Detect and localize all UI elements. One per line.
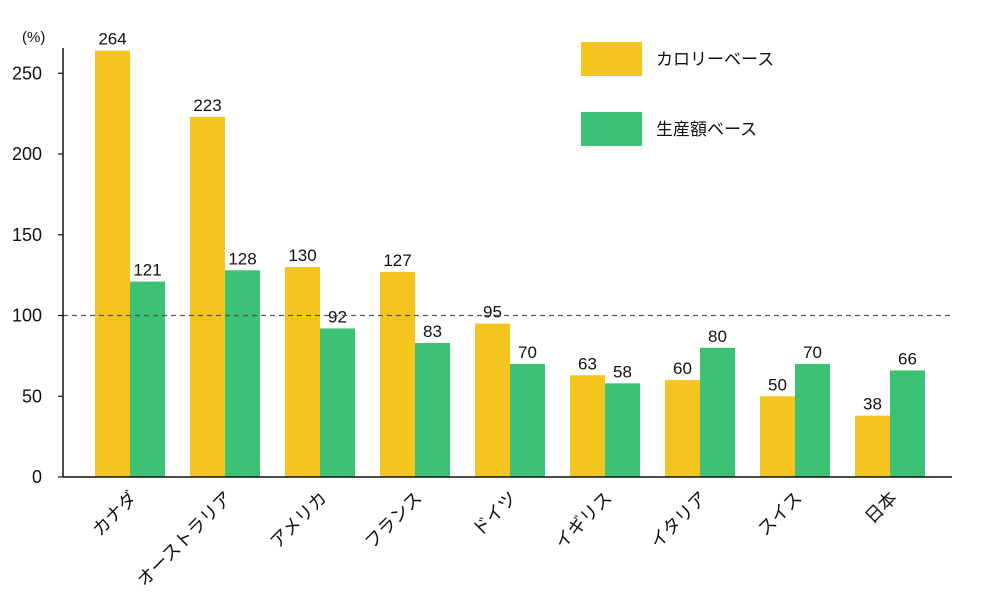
- y-tick-label-0: 0: [32, 467, 42, 487]
- value-label-production-3: 83: [423, 322, 442, 341]
- value-label-calorie-8: 38: [863, 395, 882, 414]
- bar-production-4: [510, 363, 545, 477]
- bar-production-2: [320, 328, 355, 477]
- bar-calorie-2: [285, 267, 320, 477]
- legend-label-calorie: カロリーベース: [656, 50, 774, 70]
- value-label-calorie-4: 95: [483, 303, 502, 322]
- value-label-calorie-7: 50: [768, 375, 787, 394]
- bar-calorie-4: [475, 323, 510, 477]
- value-label-calorie-2: 130: [288, 246, 316, 265]
- value-label-production-6: 80: [708, 327, 727, 346]
- category-label-6: イタリア: [646, 488, 711, 553]
- value-label-production-2: 92: [328, 307, 347, 326]
- bar-production-8: [890, 370, 925, 477]
- bar-calorie-1: [190, 116, 225, 477]
- bar-calorie-5: [570, 375, 605, 477]
- value-labels-layer: 264 121 223 128 130 92 127 83 95 70 63 58 60 80 50 70 38…: [98, 30, 917, 414]
- category-label-2: アメリカ: [266, 488, 331, 553]
- legend-swatch-calorie: [581, 42, 642, 76]
- y-tick-label-50: 50: [22, 386, 42, 406]
- category-label-3: フランス: [361, 488, 427, 554]
- bar-calorie-8: [855, 415, 890, 477]
- legend-label-production: 生産額ベース: [656, 120, 757, 140]
- value-label-production-4: 70: [518, 343, 537, 362]
- bar-calorie-3: [380, 271, 415, 477]
- value-label-production-5: 58: [613, 362, 632, 381]
- value-label-production-8: 66: [898, 349, 917, 368]
- bar-production-5: [605, 383, 640, 477]
- category-label-5: イギリス: [551, 488, 617, 554]
- y-tick-label-150: 150: [12, 225, 42, 245]
- bar-calorie-6: [665, 380, 700, 477]
- bar-calorie-0: [95, 50, 130, 477]
- bar-calorie-7: [760, 396, 795, 477]
- value-label-calorie-1: 223: [193, 96, 221, 115]
- bar-production-7: [795, 363, 830, 477]
- value-label-calorie-3: 127: [383, 251, 411, 270]
- value-label-production-7: 70: [803, 343, 822, 362]
- value-label-production-1: 128: [228, 249, 256, 268]
- category-label-7: スイス: [754, 488, 807, 541]
- value-label-calorie-5: 63: [578, 354, 597, 373]
- value-label-calorie-0: 264: [98, 30, 126, 49]
- y-unit-label: (%): [22, 29, 45, 46]
- y-ticks-layer: 0 50 100 150 200 250: [12, 63, 63, 487]
- bar-production-0: [130, 281, 165, 477]
- category-label-0: カナダ: [89, 488, 142, 541]
- category-label-1: オーストラリア: [133, 488, 236, 591]
- category-label-8: 日本: [861, 488, 901, 528]
- bar-production-1: [225, 270, 260, 477]
- value-label-calorie-6: 60: [673, 359, 692, 378]
- category-label-4: ドイツ: [469, 488, 522, 541]
- bar-production-6: [700, 347, 735, 477]
- y-tick-label-100: 100: [12, 306, 42, 326]
- value-label-production-0: 121: [133, 261, 161, 280]
- bars-layer: [95, 50, 925, 477]
- bar-production-3: [415, 342, 450, 477]
- y-tick-label-200: 200: [12, 144, 42, 164]
- legend-swatch-production: [581, 112, 642, 146]
- y-tick-label-250: 250: [12, 63, 42, 83]
